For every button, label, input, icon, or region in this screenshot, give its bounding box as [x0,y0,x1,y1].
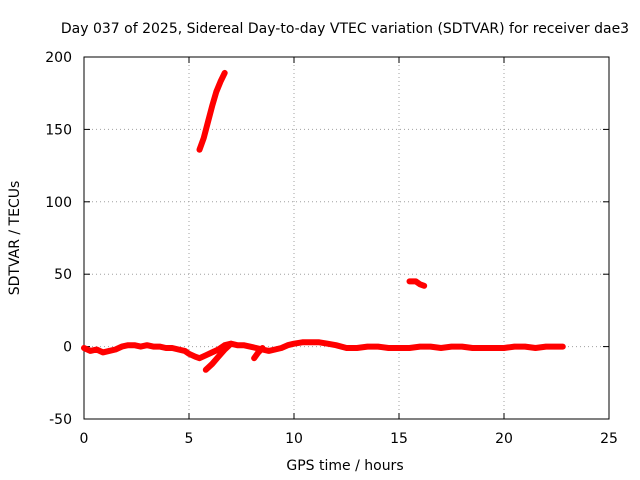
series-dip-2 [251,345,266,362]
series-main-track [81,339,566,362]
y-tick-label: 100 [45,195,72,211]
series-arc-45 [406,278,428,289]
x-tick-label: 5 [185,431,194,447]
x-axis-label: GPS time / hours [286,458,403,474]
plot-frame [83,56,610,420]
y-axis-label: SDTVAR / TECUs [7,181,23,296]
y-tick-label: -50 [49,412,72,428]
y-tick-label: 200 [45,50,72,66]
x-tick-label: 25 [600,431,618,447]
series-rising-dip [202,340,234,373]
x-tick-label: 20 [495,431,513,447]
series-group [81,69,566,373]
x-tick-label: 10 [285,431,303,447]
x-tick-label: 15 [390,431,408,447]
x-tick-labels: 0 5 10 15 20 25 [80,431,618,447]
y-tick-label: 0 [63,340,72,356]
grid [84,57,609,419]
y-tick-label: 50 [54,267,72,283]
chart-title: Day 037 of 2025, Sidereal Day-to-day VTE… [61,21,629,37]
x-tick-label: 0 [80,431,89,447]
y-tick-label: 150 [45,122,72,138]
series-upper-arc [196,69,228,153]
axis-ticks [83,56,610,420]
y-tick-labels: -50 0 50 100 150 200 [45,50,72,428]
